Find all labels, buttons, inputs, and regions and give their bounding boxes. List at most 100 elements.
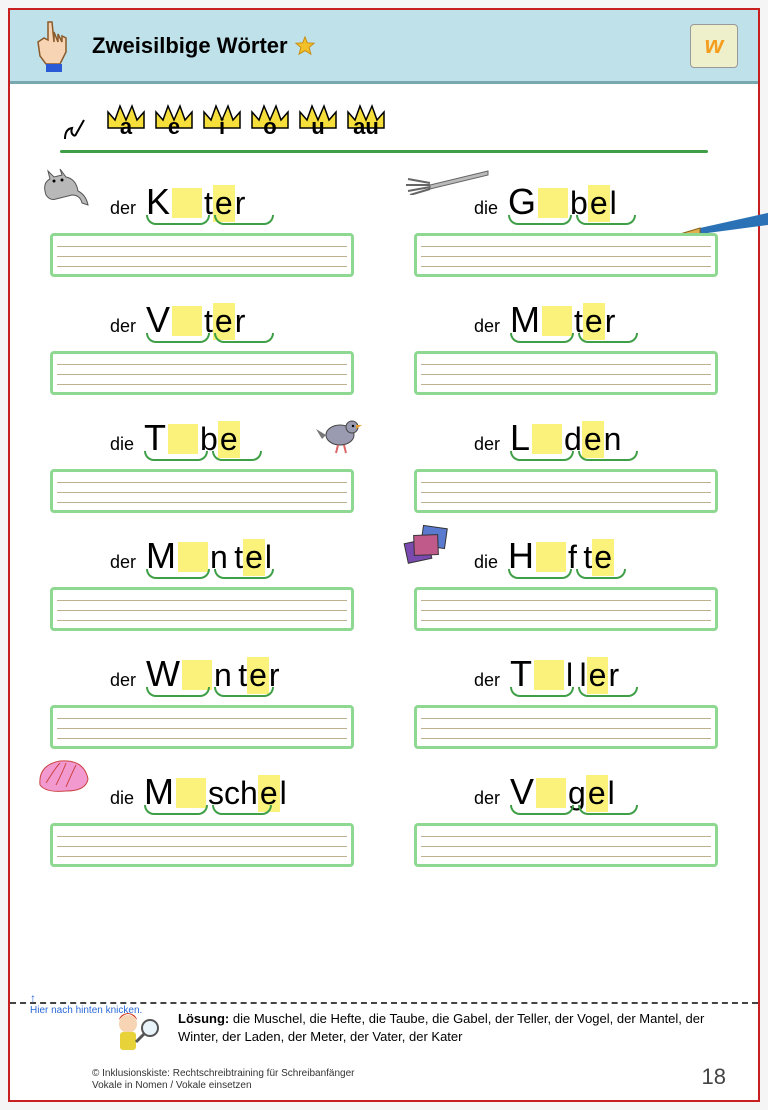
writing-box[interactable] <box>414 705 718 749</box>
solution-body: die Muschel, die Hefte, die Taube, die G… <box>178 1011 704 1044</box>
vowel-crown: u <box>296 106 340 144</box>
word-parts: Vter <box>146 299 245 341</box>
vowel-letter: au <box>353 114 379 144</box>
writing-box[interactable] <box>50 233 354 277</box>
vowel-letter: a <box>120 114 132 144</box>
writing-box[interactable] <box>414 587 718 631</box>
vowel-crown: i <box>200 106 244 144</box>
exercise-item: die Gbel <box>414 181 718 277</box>
worksheet-page: Zweisilbige Wörter w a e i o u au <box>8 8 760 1102</box>
word-line: der Mn tel <box>50 535 354 579</box>
exercise-item: die Hf te <box>414 535 718 631</box>
article: der <box>474 316 500 337</box>
word-parts: Tl ler <box>510 653 619 695</box>
exercise-item: der Vgel <box>414 771 718 867</box>
hand-pointing-icon <box>30 18 80 74</box>
exercise-item: der Kter <box>50 181 354 277</box>
word-parts: Wn ter <box>146 653 280 695</box>
brand-logo: w <box>690 24 738 68</box>
cat-icon <box>36 165 96 216</box>
writing-box[interactable] <box>50 823 354 867</box>
word-parts: Gbel <box>508 181 617 223</box>
article: der <box>110 198 136 219</box>
article: die <box>474 552 498 573</box>
writing-box[interactable] <box>50 705 354 749</box>
star-icon <box>294 35 316 57</box>
article: der <box>110 316 136 337</box>
article: der <box>474 670 500 691</box>
footer: ↑ Hier nach hinten knicken. Lösung: die … <box>10 1004 758 1100</box>
vowel-blank[interactable] <box>172 306 202 336</box>
vowel-blank[interactable] <box>168 424 198 454</box>
article: die <box>110 434 134 455</box>
word-parts: Mter <box>510 299 615 341</box>
article: der <box>474 434 500 455</box>
word-line: der Vgel <box>414 771 718 815</box>
vowel-blank[interactable] <box>178 542 208 572</box>
content-area: a e i o u au der Kter <box>10 106 758 867</box>
dove-icon <box>314 411 364 460</box>
article: die <box>110 788 134 809</box>
writing-box[interactable] <box>414 469 718 513</box>
vowel-letter: o <box>263 114 276 144</box>
article: die <box>474 198 498 219</box>
vowel-letter: e <box>168 114 180 144</box>
vowel-blank[interactable] <box>538 188 568 218</box>
vowel-blank[interactable] <box>182 660 212 690</box>
word-parts: Tbe <box>144 417 240 459</box>
child-magnifier-icon <box>110 1010 164 1054</box>
writing-box[interactable] <box>50 351 354 395</box>
writing-box[interactable] <box>50 587 354 631</box>
fold-hint: ↑ Hier nach hinten knicken. <box>30 992 142 1016</box>
vowel-blank[interactable] <box>536 542 566 572</box>
vowel-blank[interactable] <box>542 306 572 336</box>
writing-box[interactable] <box>414 351 718 395</box>
header: Zweisilbige Wörter w <box>10 10 758 84</box>
page-number: 18 <box>702 1064 726 1090</box>
article: der <box>110 670 136 691</box>
exercise-item: der Vter <box>50 299 354 395</box>
vowel-blank[interactable] <box>176 778 206 808</box>
word-line: der Vter <box>50 299 354 343</box>
vowel-letter: u <box>311 114 324 144</box>
word-parts: Mschel <box>144 771 287 813</box>
vowel-crown: e <box>152 106 196 144</box>
copyright-line-2: Vokale in Nomen / Vokale einsetzen <box>92 1080 252 1091</box>
exercise-item: der Tl ler <box>414 653 718 749</box>
word-line: die Hf te <box>414 535 718 579</box>
word-line: die Tbe <box>50 417 354 461</box>
green-divider <box>60 150 708 153</box>
vowel-blank[interactable] <box>536 778 566 808</box>
copyright: © Inklusionskiste: Rechtschreibtraining … <box>92 1068 355 1092</box>
writing-box[interactable] <box>414 233 718 277</box>
vowel-crowns-row: a e i o u au <box>40 106 728 144</box>
fold-hint-text: Hier nach hinten knicken. <box>30 1005 142 1016</box>
solution-row: Lösung: die Muschel, die Hefte, die Taub… <box>110 1010 728 1054</box>
vowel-blank[interactable] <box>532 424 562 454</box>
word-parts: Lden <box>510 417 621 459</box>
word-line: der Tl ler <box>414 653 718 697</box>
vowel-blank[interactable] <box>534 660 564 690</box>
vowel-crown: o <box>248 106 292 144</box>
word-line: der Mter <box>414 299 718 343</box>
word-line: der Wn ter <box>50 653 354 697</box>
vowel-blank[interactable] <box>172 188 202 218</box>
word-parts: Kter <box>146 181 245 223</box>
exercise-item: der Mter <box>414 299 718 395</box>
exercise-item: der Mn tel <box>50 535 354 631</box>
fork-icon <box>400 165 490 200</box>
solution-label: Lösung: <box>178 1011 229 1026</box>
exercise-item: der Wn ter <box>50 653 354 749</box>
exercise-item: die Tbe <box>50 417 354 513</box>
books-icon <box>400 519 456 574</box>
vowel-crown: a <box>104 106 148 144</box>
writing-box[interactable] <box>414 823 718 867</box>
exercise-item: der Lden <box>414 417 718 513</box>
word-line: der Lden <box>414 417 718 461</box>
word-parts: Vgel <box>510 771 615 813</box>
word-parts: Mn tel <box>146 535 272 577</box>
exercises-grid: der Kter die Gbel <box>40 181 728 867</box>
article: der <box>110 552 136 573</box>
writing-box[interactable] <box>50 469 354 513</box>
vowel-crown: au <box>344 106 388 144</box>
